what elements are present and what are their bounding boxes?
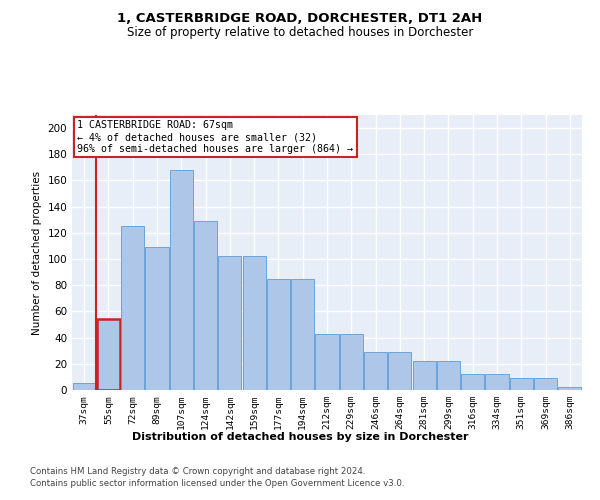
Bar — [388, 352, 412, 390]
Bar — [534, 378, 557, 390]
Bar — [170, 170, 193, 390]
Bar — [437, 361, 460, 390]
Bar — [340, 334, 363, 390]
Bar — [242, 256, 266, 390]
Text: Size of property relative to detached houses in Dorchester: Size of property relative to detached ho… — [127, 26, 473, 39]
Bar — [413, 361, 436, 390]
Bar — [485, 374, 509, 390]
Bar — [267, 278, 290, 390]
Bar — [364, 352, 387, 390]
Bar — [559, 388, 581, 390]
Y-axis label: Number of detached properties: Number of detached properties — [32, 170, 42, 334]
Bar — [316, 334, 338, 390]
Text: Contains HM Land Registry data © Crown copyright and database right 2024.: Contains HM Land Registry data © Crown c… — [30, 468, 365, 476]
Bar — [461, 374, 484, 390]
Text: Contains public sector information licensed under the Open Government Licence v3: Contains public sector information licen… — [30, 479, 404, 488]
Bar — [145, 248, 169, 390]
Text: 1, CASTERBRIDGE ROAD, DORCHESTER, DT1 2AH: 1, CASTERBRIDGE ROAD, DORCHESTER, DT1 2A… — [118, 12, 482, 26]
Bar — [97, 320, 120, 390]
Bar — [510, 378, 533, 390]
Text: Distribution of detached houses by size in Dorchester: Distribution of detached houses by size … — [132, 432, 468, 442]
Bar — [218, 256, 241, 390]
Text: 1 CASTERBRIDGE ROAD: 67sqm
← 4% of detached houses are smaller (32)
96% of semi-: 1 CASTERBRIDGE ROAD: 67sqm ← 4% of detac… — [77, 120, 353, 154]
Bar — [291, 278, 314, 390]
Bar — [121, 226, 144, 390]
Bar — [194, 221, 217, 390]
Bar — [73, 384, 95, 390]
